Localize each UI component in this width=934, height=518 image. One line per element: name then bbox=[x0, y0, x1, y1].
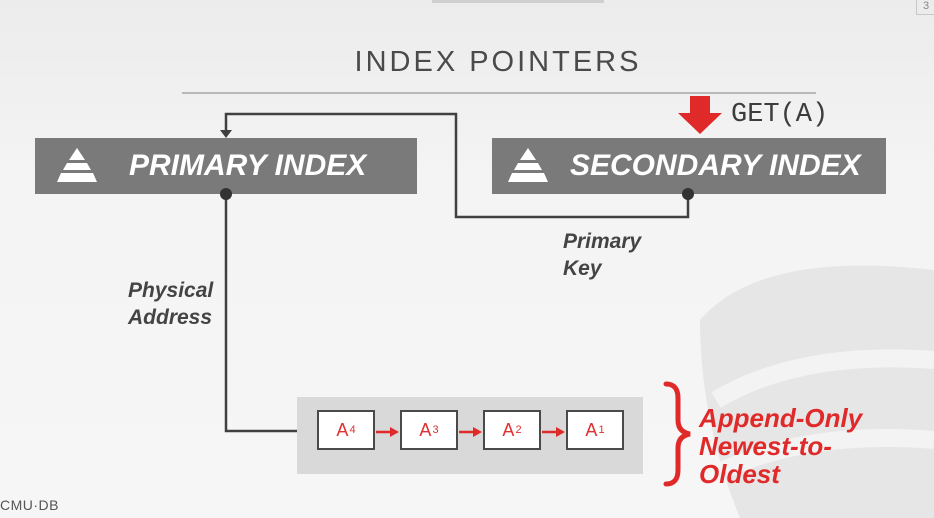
primary-key-label-line2: Key bbox=[563, 257, 602, 280]
slide-title: INDEX POINTERS bbox=[354, 46, 642, 78]
cmu-db-logo: CMU·DB bbox=[0, 497, 59, 513]
physical-address-label-line2: Address bbox=[128, 306, 213, 329]
append-only-annotation: Append-Only Newest-to- Oldest bbox=[699, 404, 862, 488]
query-arrow-icon bbox=[678, 96, 722, 134]
annotation-line2: Newest-to- bbox=[699, 431, 832, 461]
curly-brace-icon bbox=[663, 381, 691, 487]
top-bar bbox=[432, 0, 604, 3]
query-label: GET(A) bbox=[731, 100, 829, 130]
annotation-line1: Append-Only bbox=[699, 403, 863, 433]
physical-address-label-line1: Physical bbox=[128, 279, 214, 302]
annotation-line3: Oldest bbox=[699, 459, 780, 489]
pyramid-icon bbox=[508, 148, 548, 182]
secondary-index-label: SECONDARY INDEX bbox=[570, 149, 861, 182]
physical-address-label: Physical Address bbox=[128, 277, 213, 331]
slide-number: 3 bbox=[916, 0, 934, 15]
title-divider bbox=[182, 92, 816, 94]
primary-index-label: PRIMARY INDEX bbox=[129, 149, 367, 182]
secondary-index-box: SECONDARY INDEX bbox=[492, 138, 886, 194]
pyramid-icon bbox=[57, 148, 97, 182]
primary-key-label-line1: Primary bbox=[563, 230, 642, 253]
primary-key-label: Primary Key bbox=[563, 228, 641, 282]
primary-index-box: PRIMARY INDEX bbox=[35, 138, 417, 194]
